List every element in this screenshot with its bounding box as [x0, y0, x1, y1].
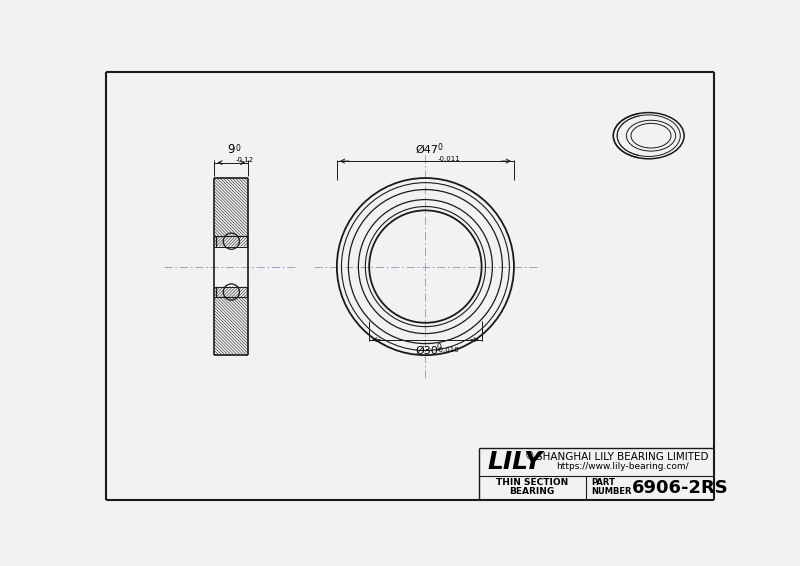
Text: -0.011: -0.011 [438, 156, 461, 162]
Text: 6906-2RS: 6906-2RS [632, 479, 729, 496]
Text: THIN SECTION: THIN SECTION [496, 478, 568, 487]
Text: https://www.lily-bearing.com/: https://www.lily-bearing.com/ [556, 462, 689, 471]
Text: -0.010: -0.010 [436, 348, 459, 353]
Text: LILY: LILY [488, 450, 543, 474]
Text: PART: PART [592, 478, 615, 487]
Text: SHANGHAI LILY BEARING LIMITED: SHANGHAI LILY BEARING LIMITED [536, 452, 709, 462]
Text: Ø47: Ø47 [415, 145, 438, 155]
Text: 9: 9 [228, 143, 235, 156]
Text: 0: 0 [235, 144, 240, 153]
Text: 0: 0 [438, 143, 442, 152]
Text: NUMBER: NUMBER [592, 487, 632, 496]
Text: -0.12: -0.12 [235, 157, 254, 163]
Text: ®: ® [525, 451, 534, 461]
Text: BEARING: BEARING [510, 487, 554, 496]
Text: Ø30: Ø30 [415, 346, 438, 356]
Text: 0: 0 [436, 343, 441, 352]
